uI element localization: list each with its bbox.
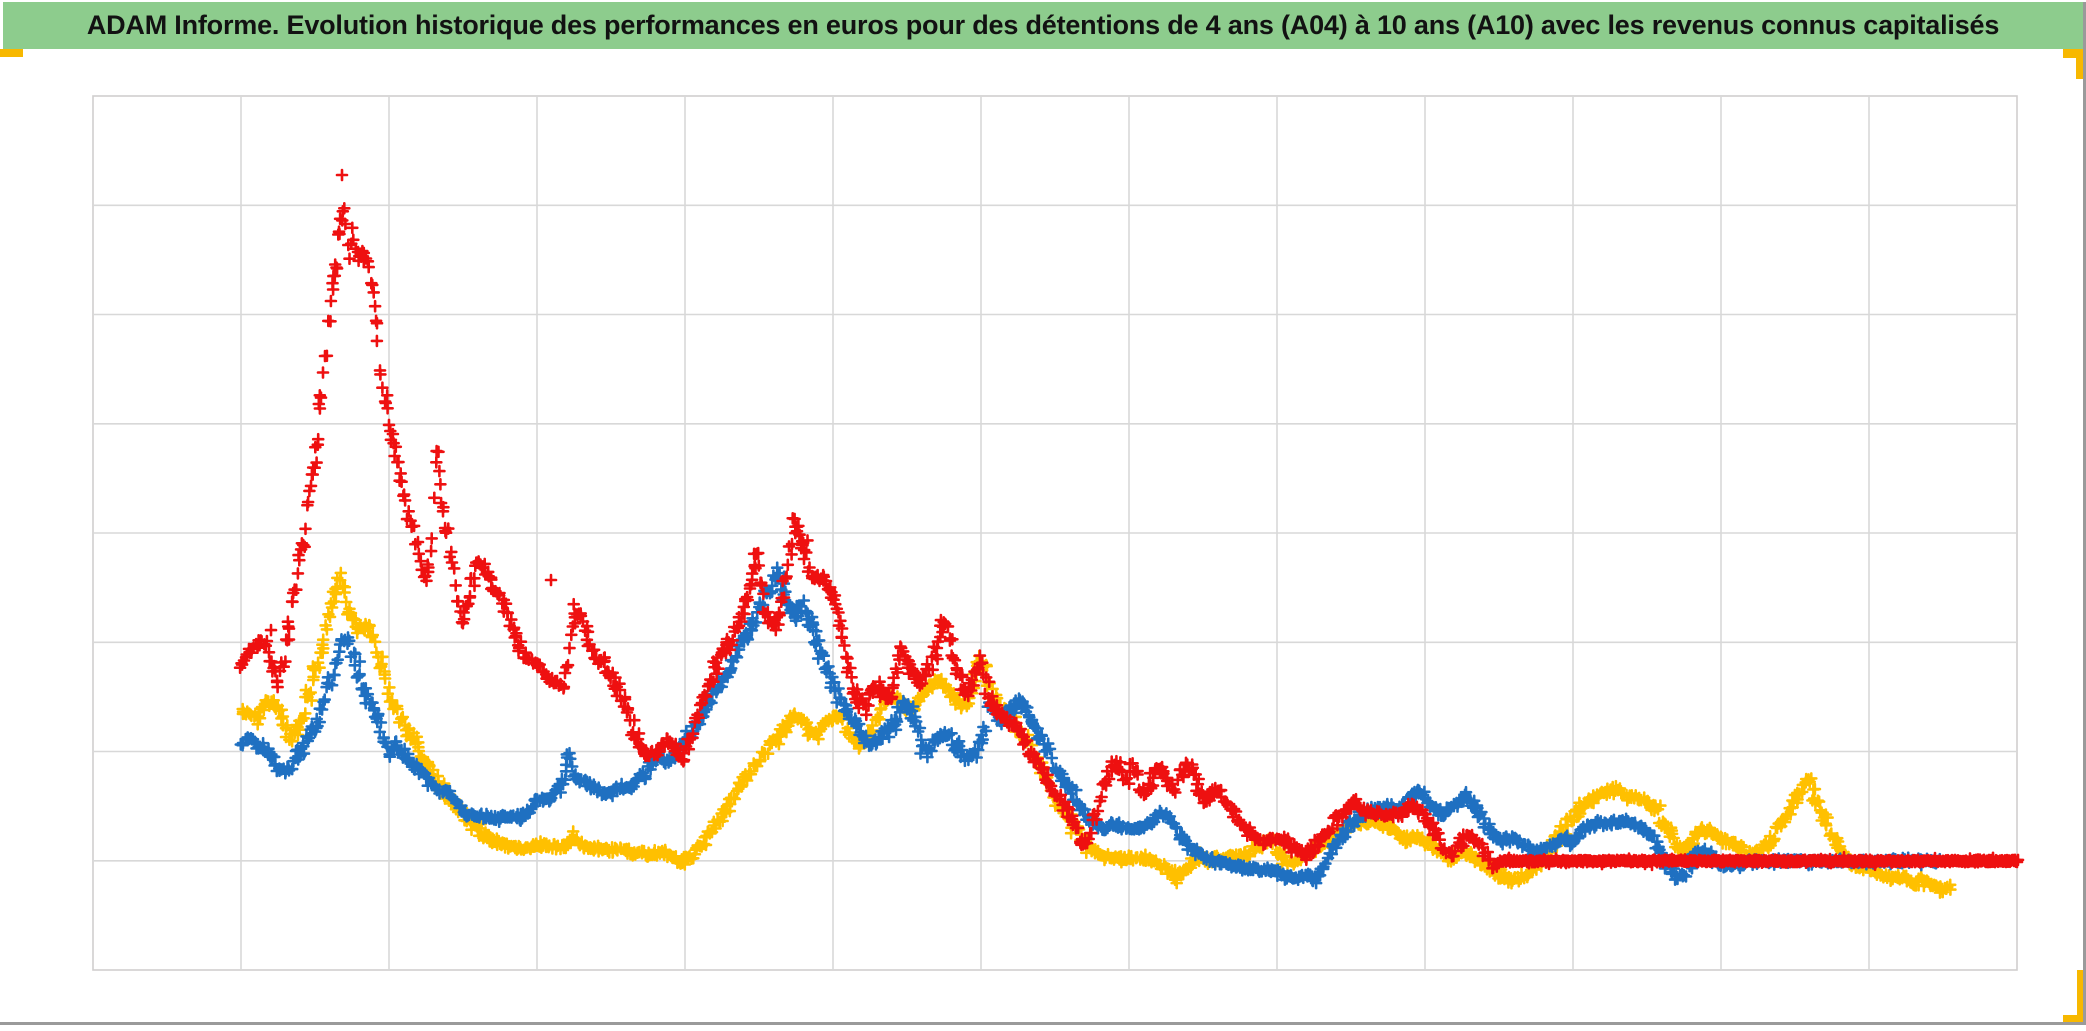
series-red-markers — [233, 168, 2025, 875]
chart-object[interactable] — [0, 49, 2083, 1022]
chart-title-bar: ADAM Informe. Evolution historique des p… — [3, 2, 2083, 49]
selection-corner-top-right — [2063, 49, 2084, 58]
sheet-bottom-divider — [0, 1022, 2086, 1025]
selection-corner-top-right-vertical — [2076, 49, 2084, 79]
chart-canvas — [92, 95, 2025, 971]
selection-corner-bottom-right — [2063, 1015, 2086, 1023]
selection-corner-bottom-right-vertical — [2077, 970, 2085, 1023]
selection-corner-top-left — [0, 49, 23, 57]
chart-title: ADAM Informe. Evolution historique des p… — [86, 10, 2000, 40]
sheet-right-edge — [2083, 2, 2086, 1023]
